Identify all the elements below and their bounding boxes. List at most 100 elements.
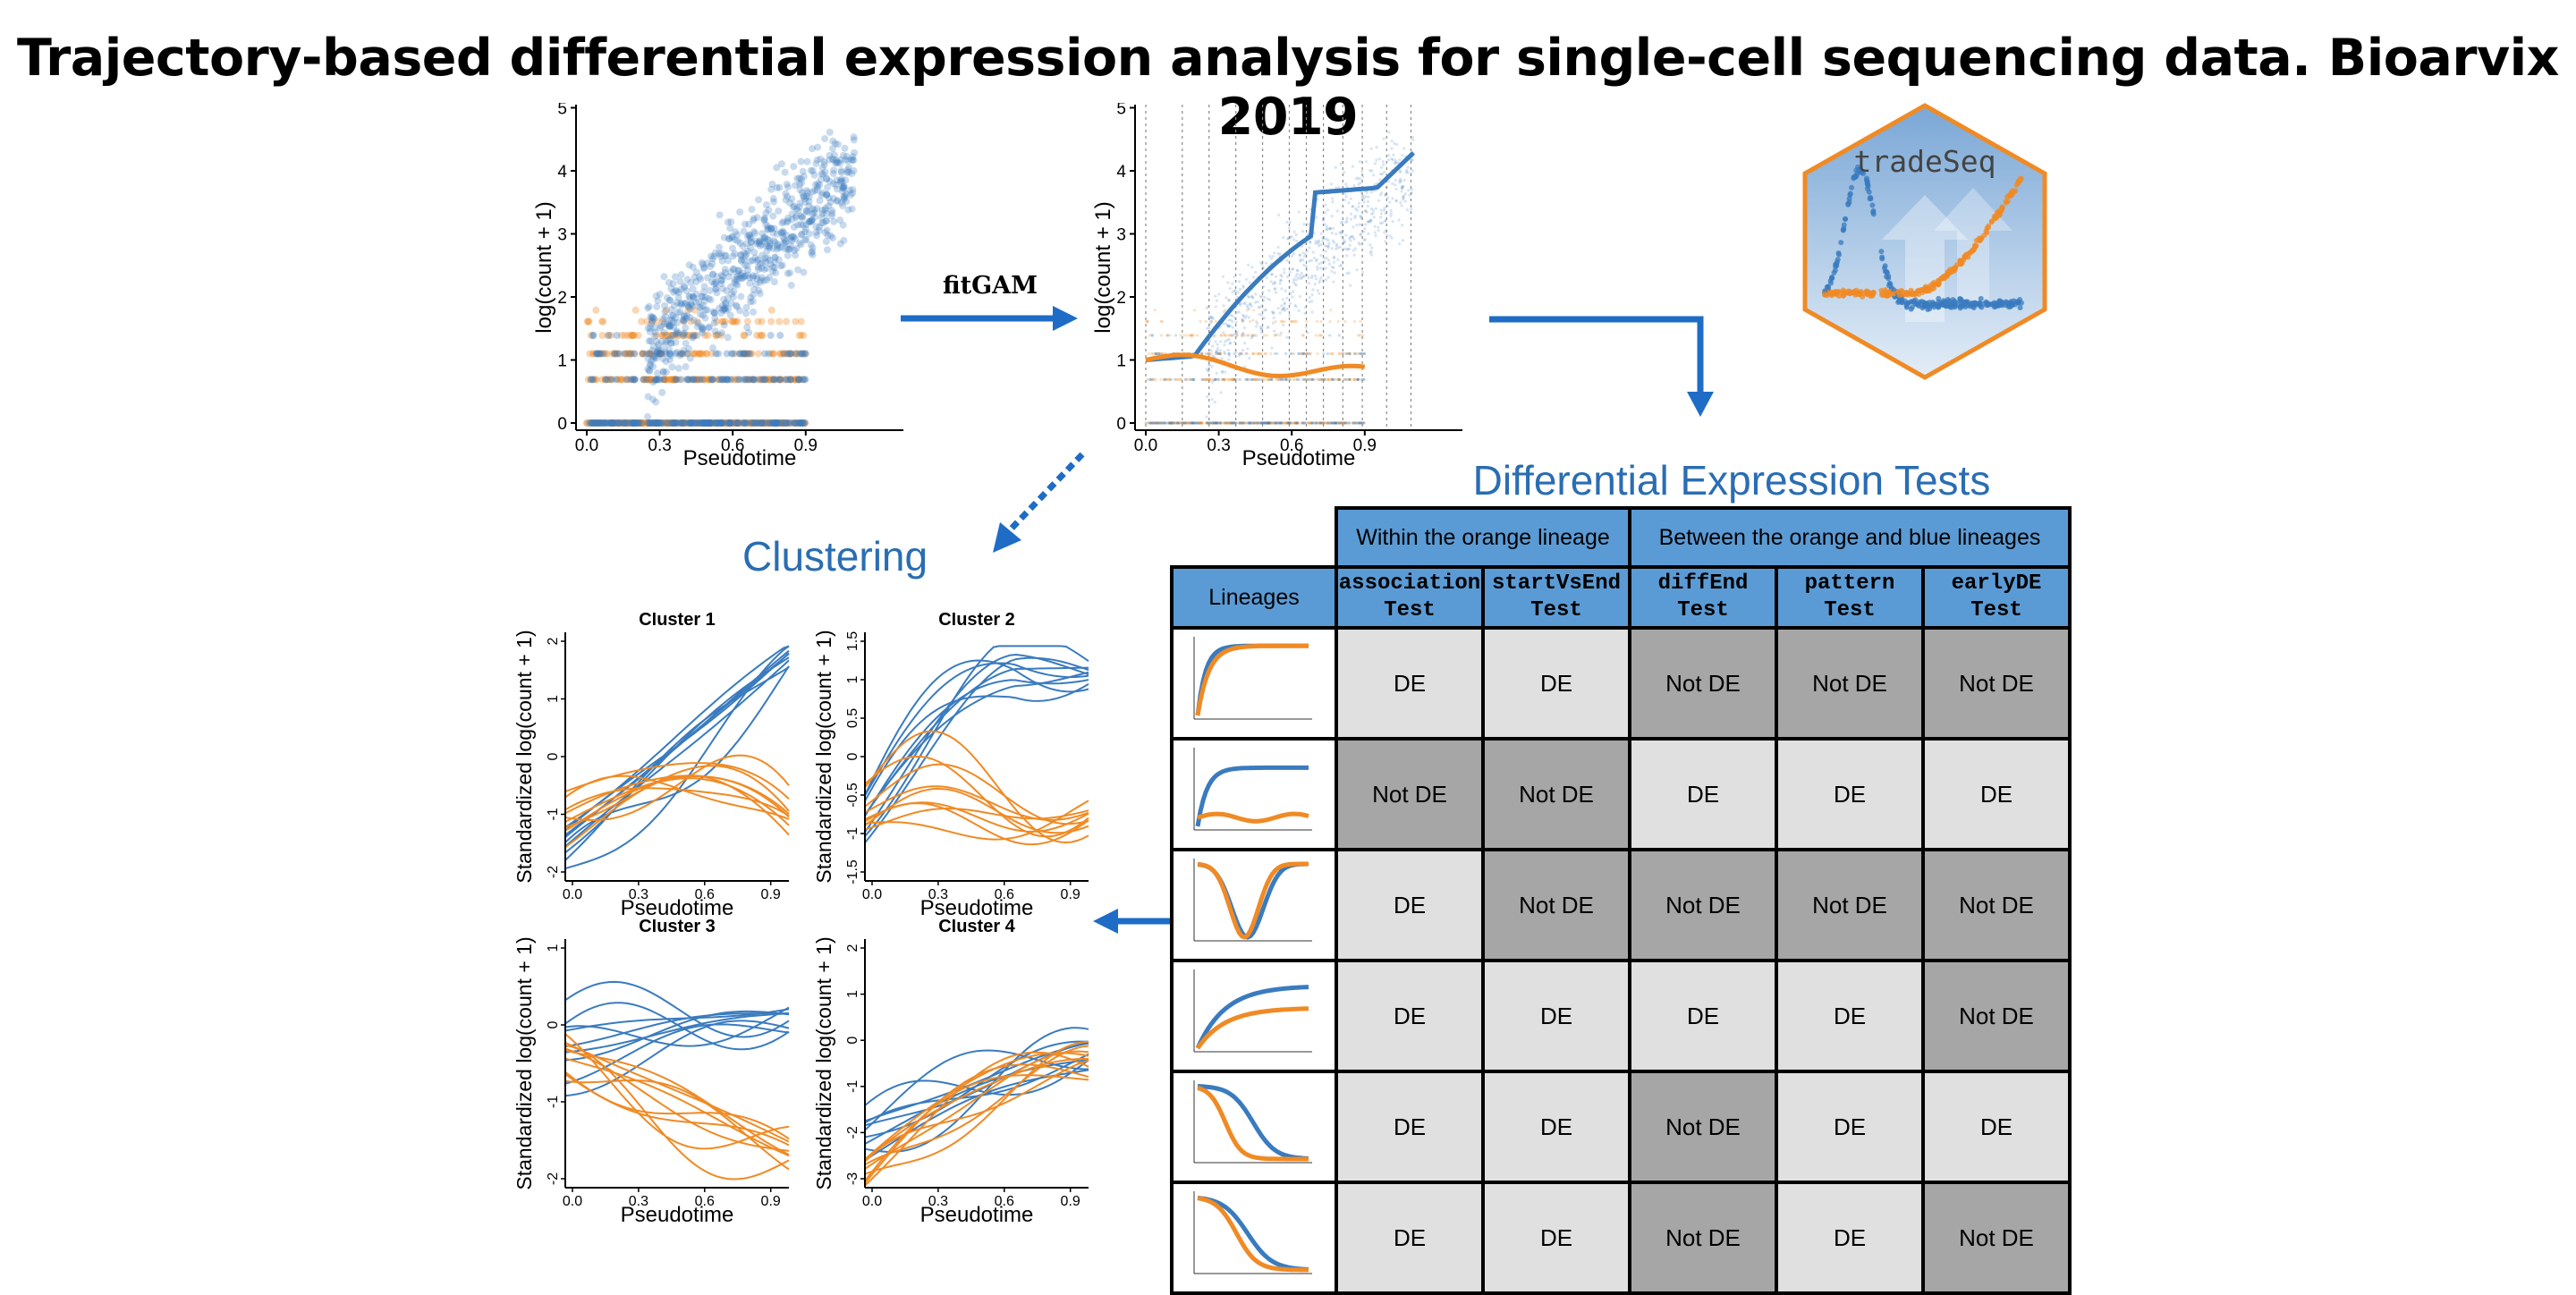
x-tick-label: 0.9 bbox=[794, 436, 818, 455]
cluster-curves bbox=[864, 645, 1089, 846]
clustering-arrow bbox=[993, 452, 1085, 553]
test-suffix: Test bbox=[1824, 598, 1876, 622]
cluster-curves bbox=[564, 645, 790, 870]
x-tick-label: 0.9 bbox=[761, 1194, 781, 1209]
result-cell: DE bbox=[1775, 959, 1925, 1073]
y-tick-label: 5 bbox=[1116, 103, 1126, 119]
cluster-title: Cluster 4 bbox=[938, 919, 1015, 936]
y-tick-label: 0 bbox=[546, 752, 561, 760]
result-cell: Not DE bbox=[1628, 1070, 1778, 1184]
y-tick-label: 2 bbox=[1116, 289, 1126, 308]
page-title: Trajectory-based differential expression… bbox=[17, 29, 2559, 147]
y-tick-label: -3 bbox=[845, 1172, 860, 1185]
fitted-orange-curve bbox=[1145, 352, 1366, 378]
test-header-startvsend: startVsEnd Test bbox=[1481, 565, 1631, 630]
raw-xlabel: Pseudotime bbox=[683, 446, 797, 470]
y-tick-label: -1.5 bbox=[845, 859, 860, 884]
lineage-thumbnail bbox=[1170, 848, 1338, 962]
result-cell: Not DE bbox=[1481, 848, 1631, 962]
cluster-xlabel: Pseudotime bbox=[920, 1203, 1034, 1227]
raw-expression-panel: 0 1 2 3 4 5 0.0 0.3 0.6 0.9 Pseudotime log(count… bbox=[532, 103, 903, 470]
y-tick-label: 2 bbox=[546, 637, 561, 645]
result-cell: DE bbox=[1335, 1070, 1485, 1184]
y-tick-label: 4 bbox=[557, 163, 567, 182]
result-cell: DE bbox=[1335, 959, 1485, 1073]
y-tick-label: 0 bbox=[1116, 415, 1126, 434]
fitgam-label: fitGAM bbox=[943, 272, 1038, 300]
y-tick-label: -1 bbox=[845, 1080, 860, 1093]
y-tick-label: -1 bbox=[546, 1096, 561, 1108]
x-tick-label: 0.9 bbox=[1061, 1194, 1080, 1209]
y-tick-label: 4 bbox=[1116, 163, 1126, 182]
cluster-1-panel: Cluster 1 -2 -1 0 1 2 0.0 0.3 0.6 0.9 Pseudotime St… bbox=[513, 613, 790, 920]
result-cell: DE bbox=[1481, 959, 1631, 1073]
cluster-ylabel: Standardized log(count + 1) bbox=[513, 630, 536, 883]
lineage-thumbnail bbox=[1170, 959, 1338, 1073]
cluster-ylabel: Standardized log(count + 1) bbox=[812, 630, 835, 883]
fitted-expression-panel: 0 1 2 3 4 5 0.0 0.3 0.6 0.9 Pseudotime log(count… bbox=[1091, 103, 1462, 470]
raw-ylabel: log(count + 1) bbox=[532, 201, 556, 333]
test-name: diffEnd bbox=[1657, 571, 1749, 596]
cluster-3-panel: Cluster 3 -2 -1 0 1 0.0 0.3 0.6 0.9 Pseudotime Sta… bbox=[513, 919, 790, 1227]
y-tick-label: 1 bbox=[1116, 352, 1126, 371]
y-tick-label: 0.5 bbox=[845, 708, 860, 728]
cluster-xlabel: Pseudotime bbox=[621, 896, 734, 920]
y-tick-label: -1 bbox=[845, 827, 860, 840]
result-cell: DE bbox=[1628, 737, 1778, 851]
x-tick-label: 0.3 bbox=[928, 1194, 948, 1209]
de-tests-table: Within the orange lineage Between the or… bbox=[1170, 506, 2072, 1295]
test-suffix: Test bbox=[1677, 598, 1729, 622]
result-cell: Not DE bbox=[1775, 626, 1925, 741]
y-tick-label: -2 bbox=[845, 1126, 860, 1138]
test-name: association bbox=[1338, 571, 1481, 596]
group-within-header: Within the orange lineage bbox=[1335, 506, 1631, 569]
cluster-4-panel: Cluster 4 -3 -2 -1 0 1 2 0.0 0.3 0.6 0.9 Pseudotime… bbox=[812, 919, 1089, 1227]
x-tick-label: 0.0 bbox=[575, 436, 598, 455]
result-cell: DE bbox=[1481, 1070, 1631, 1184]
y-tick-label: -2 bbox=[546, 1172, 561, 1185]
y-tick-label: 0 bbox=[557, 415, 567, 434]
test-header-pattern: pattern Test bbox=[1775, 565, 1925, 630]
x-tick-label: 0.6 bbox=[695, 887, 715, 902]
result-cell: DE bbox=[1775, 1181, 1925, 1295]
x-tick-label: 0.6 bbox=[1280, 436, 1303, 455]
result-cell: Not DE bbox=[1921, 626, 2072, 741]
group-between-header: Between the orange and blue lineages bbox=[1628, 506, 2072, 569]
x-tick-label: 0.6 bbox=[995, 887, 1014, 902]
tests-title: Differential Expression Tests bbox=[1472, 457, 1991, 504]
x-tick-label: 0.3 bbox=[629, 1194, 648, 1209]
y-tick-label: 3 bbox=[1116, 226, 1126, 245]
cluster-xlabel: Pseudotime bbox=[621, 1203, 734, 1227]
y-tick-label: 0 bbox=[546, 1020, 561, 1028]
result-cell: Not DE bbox=[1628, 626, 1778, 741]
y-tick-label: 0 bbox=[845, 1037, 860, 1045]
cluster-title: Cluster 1 bbox=[639, 613, 716, 630]
x-tick-label: 0.0 bbox=[563, 1194, 582, 1209]
test-name: pattern bbox=[1804, 571, 1895, 596]
lineage-thumbnail bbox=[1170, 737, 1338, 851]
fit-xlabel: Pseudotime bbox=[1242, 446, 1356, 470]
lineage-thumbnail bbox=[1170, 1070, 1338, 1184]
y-tick-label: 1.5 bbox=[845, 631, 860, 651]
y-tick-label: -2 bbox=[546, 866, 561, 878]
test-suffix: Test bbox=[1970, 598, 2022, 622]
x-tick-label: 0.6 bbox=[695, 1194, 715, 1209]
result-cell: Not DE bbox=[1921, 848, 2072, 962]
x-tick-label: 0.3 bbox=[629, 887, 648, 902]
y-tick-label: 2 bbox=[557, 289, 567, 308]
test-suffix: Test bbox=[1530, 598, 1582, 622]
fit-ylabel: log(count + 1) bbox=[1091, 201, 1115, 333]
cluster-2-panel: Cluster 2 -1.5 -1 -0.5 0 0.5 1 1.5 0.0 0.3 0.6 0.9 P… bbox=[812, 613, 1089, 920]
cluster-curves bbox=[564, 980, 790, 1181]
test-name: startVsEnd bbox=[1491, 571, 1622, 596]
cluster-ylabel: Standardized log(count + 1) bbox=[812, 936, 835, 1189]
result-cell: DE bbox=[1481, 1181, 1631, 1295]
cluster-title: Cluster 3 bbox=[639, 919, 716, 936]
y-tick-label: -0.5 bbox=[845, 783, 860, 808]
y-tick-label: 0 bbox=[845, 752, 860, 760]
y-tick-label: 1 bbox=[845, 675, 860, 683]
y-tick-label: 3 bbox=[557, 226, 567, 245]
x-tick-label: 0.3 bbox=[928, 887, 948, 902]
y-tick-label: 1 bbox=[557, 352, 567, 371]
result-cell: Not DE bbox=[1628, 1181, 1778, 1295]
